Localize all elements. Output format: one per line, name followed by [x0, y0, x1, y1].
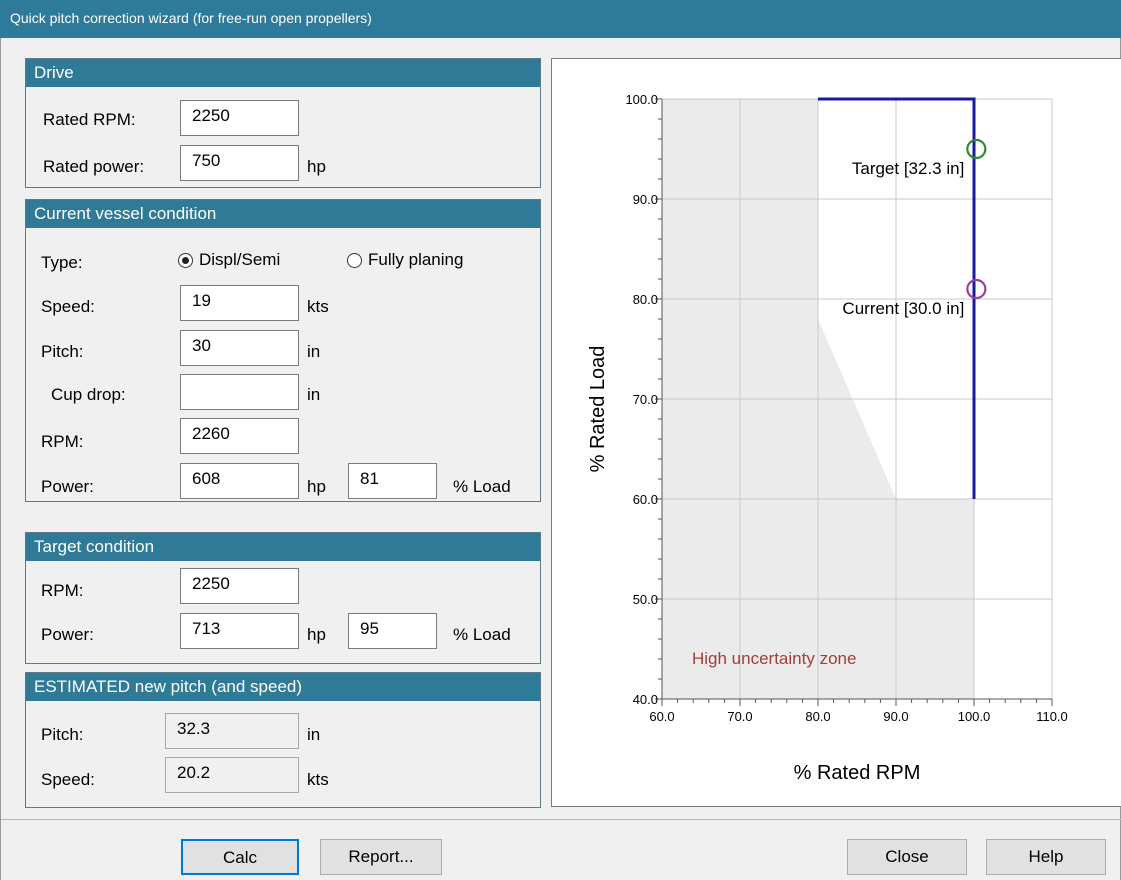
pitch-label: Pitch:: [41, 342, 84, 361]
pitch-field[interactable]: 30: [180, 330, 299, 366]
speed-unit: kts: [307, 297, 329, 316]
chart-series: [818, 97, 976, 499]
target-load-unit: % Load: [453, 625, 511, 644]
cup-drop-unit: in: [307, 385, 321, 404]
y-tick-label: 40.0: [633, 692, 658, 707]
rpm-field[interactable]: 2260: [180, 418, 299, 454]
target-load-field[interactable]: 95: [348, 613, 437, 649]
radio-selected-icon: [178, 252, 193, 268]
target-power-unit: hp: [307, 625, 326, 644]
x-tick-label: 110.0: [1036, 709, 1068, 724]
target-condition-header: Target condition: [26, 533, 540, 561]
load-field[interactable]: 81: [348, 463, 437, 499]
calc-button[interactable]: Calc: [181, 839, 299, 875]
zone-label: High uncertainty zone: [692, 649, 856, 668]
rated-power-unit: hp: [307, 157, 326, 176]
target-condition-group: Target condition RPM: 2250 Power: 713 hp…: [25, 532, 541, 664]
speed-field[interactable]: 19: [180, 285, 299, 321]
x-tick-label: 80.0: [805, 709, 830, 724]
current-point: [966, 278, 987, 300]
estimate-pitch-label: Pitch:: [41, 725, 84, 744]
estimate-speed-unit: kts: [307, 770, 329, 789]
estimate-group: ESTIMATED new pitch (and speed) Pitch: 3…: [25, 672, 541, 808]
radio-fully-planing[interactable]: Fully planing: [347, 250, 463, 270]
x-tick-label: 100.0: [958, 709, 991, 724]
estimate-pitch-unit: in: [307, 725, 321, 744]
rpm-label: RPM:: [41, 432, 84, 451]
x-tick-label: 90.0: [883, 709, 908, 724]
y-axis-label: % Rated Load: [587, 346, 609, 473]
drive-group: Drive Rated RPM: 2250 Rated power: 750 h…: [25, 58, 541, 188]
estimate-header: ESTIMATED new pitch (and speed): [26, 673, 540, 701]
radio-unselected-icon: [347, 252, 362, 268]
load-curve-line: [818, 97, 976, 499]
x-tick-label: 70.0: [727, 709, 752, 724]
y-tick-label: 70.0: [633, 392, 658, 407]
radio-displ-semi[interactable]: Displ/Semi: [178, 250, 280, 270]
x-axis-label: % Rated RPM: [794, 762, 921, 784]
target-power-label: Power:: [41, 625, 94, 644]
help-button[interactable]: Help: [986, 839, 1106, 875]
y-tick-label: 80.0: [633, 292, 658, 307]
title-bar: Quick pitch correction wizard (for free-…: [0, 0, 1121, 38]
current-condition-group: Current vessel condition Type: Displ/Sem…: [25, 199, 541, 502]
y-tick-label: 50.0: [633, 592, 658, 607]
window-title: Quick pitch correction wizard (for free-…: [10, 10, 372, 26]
rated-power-field[interactable]: 750: [180, 145, 299, 181]
load-unit: % Load: [453, 477, 511, 496]
type-label: Type:: [41, 253, 83, 272]
radio-displ-semi-label: Displ/Semi: [199, 250, 281, 269]
x-tick-label: 60.0: [649, 709, 674, 724]
y-tick-label: 90.0: [633, 192, 658, 207]
current-point-label: Current [30.0 in]: [842, 299, 964, 318]
close-button[interactable]: Close: [847, 839, 967, 875]
drive-header: Drive: [26, 59, 540, 87]
power-unit: hp: [307, 477, 326, 496]
power-label: Power:: [41, 477, 94, 496]
chart-points: Target [32.3 in] Current [30.0 in]: [842, 138, 987, 318]
target-point: [966, 138, 987, 160]
estimate-speed-field: 20.2: [165, 757, 299, 793]
pitch-unit: in: [307, 342, 321, 361]
radio-fully-planing-label: Fully planing: [368, 250, 464, 269]
target-power-field[interactable]: 713: [180, 613, 299, 649]
rated-rpm-label: Rated RPM:: [43, 110, 136, 129]
target-rpm-label: RPM:: [41, 581, 84, 600]
rated-power-label: Rated power:: [43, 157, 145, 176]
report-button[interactable]: Report...: [320, 839, 442, 875]
y-tick-label: 60.0: [633, 492, 658, 507]
dialog-body: Drive Rated RPM: 2250 Rated power: 750 h…: [0, 38, 1121, 880]
estimate-pitch-field: 32.3: [165, 713, 299, 749]
y-tick-label: 100.0: [625, 92, 658, 107]
load-rpm-chart: 60.0 70.0 80.0 90.0 100.0 110.0 40.0 50.0 60.0 70…: [587, 92, 1068, 784]
chart-ticks: 60.0 70.0 80.0 90.0 100.0 110.0 40.0 50.0 60.0 70…: [625, 92, 1067, 724]
speed-label: Speed:: [41, 297, 95, 316]
chart-panel: 60.0 70.0 80.0 90.0 100.0 110.0 40.0 50.0 60.0 70…: [551, 58, 1121, 807]
cup-drop-field[interactable]: [180, 374, 299, 410]
estimate-speed-label: Speed:: [41, 770, 95, 789]
current-condition-header: Current vessel condition: [26, 200, 540, 228]
target-point-label: Target [32.3 in]: [852, 159, 964, 178]
cup-drop-label: Cup drop:: [51, 385, 126, 404]
button-bar: Calc Report... Close Help: [1, 819, 1121, 880]
power-field[interactable]: 608: [180, 463, 299, 499]
rated-rpm-field[interactable]: 2250: [180, 100, 299, 136]
target-rpm-field[interactable]: 2250: [180, 568, 299, 604]
